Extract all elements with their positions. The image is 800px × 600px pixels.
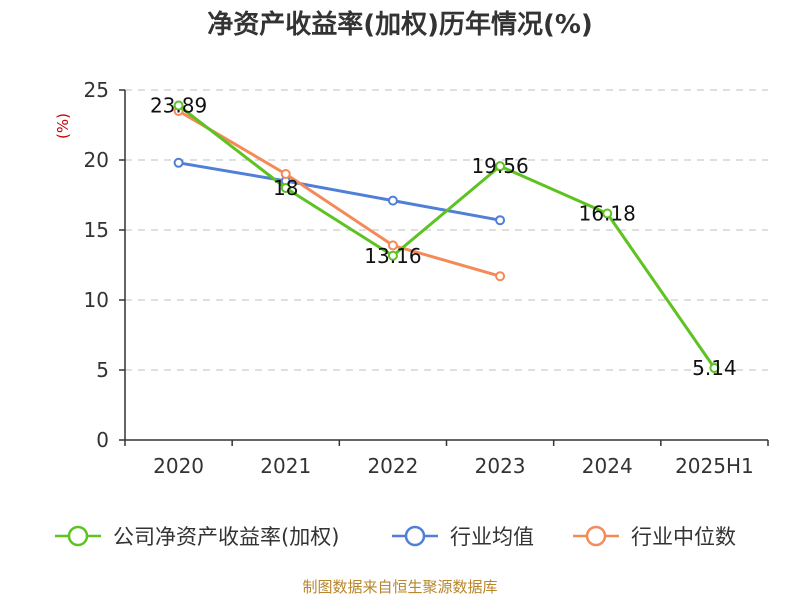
y-tick-label: 0: [96, 428, 109, 452]
series-line: [177, 109, 501, 278]
legend-marker: [67, 525, 89, 547]
legend-marker: [404, 525, 426, 547]
x-tick-label: 2021: [260, 454, 311, 478]
data-labels: 23.89 18 13.16 19.56 16.18 5.14: [150, 94, 737, 381]
y-tick-label: 15: [84, 218, 109, 242]
data-point: [495, 215, 506, 226]
grid-lines: [125, 89, 768, 371]
data-point: [495, 271, 506, 282]
series-line: [177, 104, 716, 369]
data-point: [173, 100, 184, 111]
data-point: [280, 183, 291, 193]
series-layer: [173, 100, 720, 374]
legend: 公司净资产收益率(加权) 行业均值 行业中位数: [55, 525, 736, 549]
x-tick-label: 2020: [153, 454, 204, 478]
legend-marker: [585, 525, 607, 547]
y-axis-label: (%): [54, 113, 72, 139]
legend-label: 行业中位数: [631, 525, 736, 549]
data-label: 5.14: [692, 356, 737, 380]
legend-label: 行业均值: [450, 525, 534, 549]
data-label: 16.18: [579, 201, 636, 225]
data-point: [280, 169, 291, 179]
source-note: 制图数据来自恒生聚源数据库: [302, 578, 497, 596]
y-tick-label: 5: [96, 358, 109, 382]
data-label: 13.16: [364, 244, 421, 268]
series-line: [178, 161, 501, 222]
data-point: [173, 157, 184, 168]
x-tick-label: 2024: [582, 454, 633, 478]
legend-label: 公司净资产收益率(加权): [113, 525, 339, 549]
x-tick-label: 2025H1: [675, 454, 754, 478]
data-point: [387, 250, 398, 261]
data-label: 18: [273, 176, 298, 200]
y-tick-label: 10: [84, 288, 109, 312]
data-point: [387, 240, 398, 251]
data-point: [387, 195, 398, 206]
data-label: 19.56: [471, 154, 528, 178]
data-point: [602, 208, 613, 219]
data-point: [495, 161, 506, 172]
axes: 0 5 10 15 20 25 2020 2021 2022 2023 2024 2025H1: [84, 78, 769, 478]
x-tick-label: 2022: [367, 454, 418, 478]
x-tick-label: 2023: [475, 454, 526, 478]
y-tick-label: 25: [84, 78, 109, 102]
data-label: 23.89: [150, 94, 207, 118]
data-point: [709, 363, 720, 374]
chart-title: 净资产收益率(加权)历年情况(%): [207, 9, 593, 40]
y-tick-label: 20: [84, 148, 109, 172]
